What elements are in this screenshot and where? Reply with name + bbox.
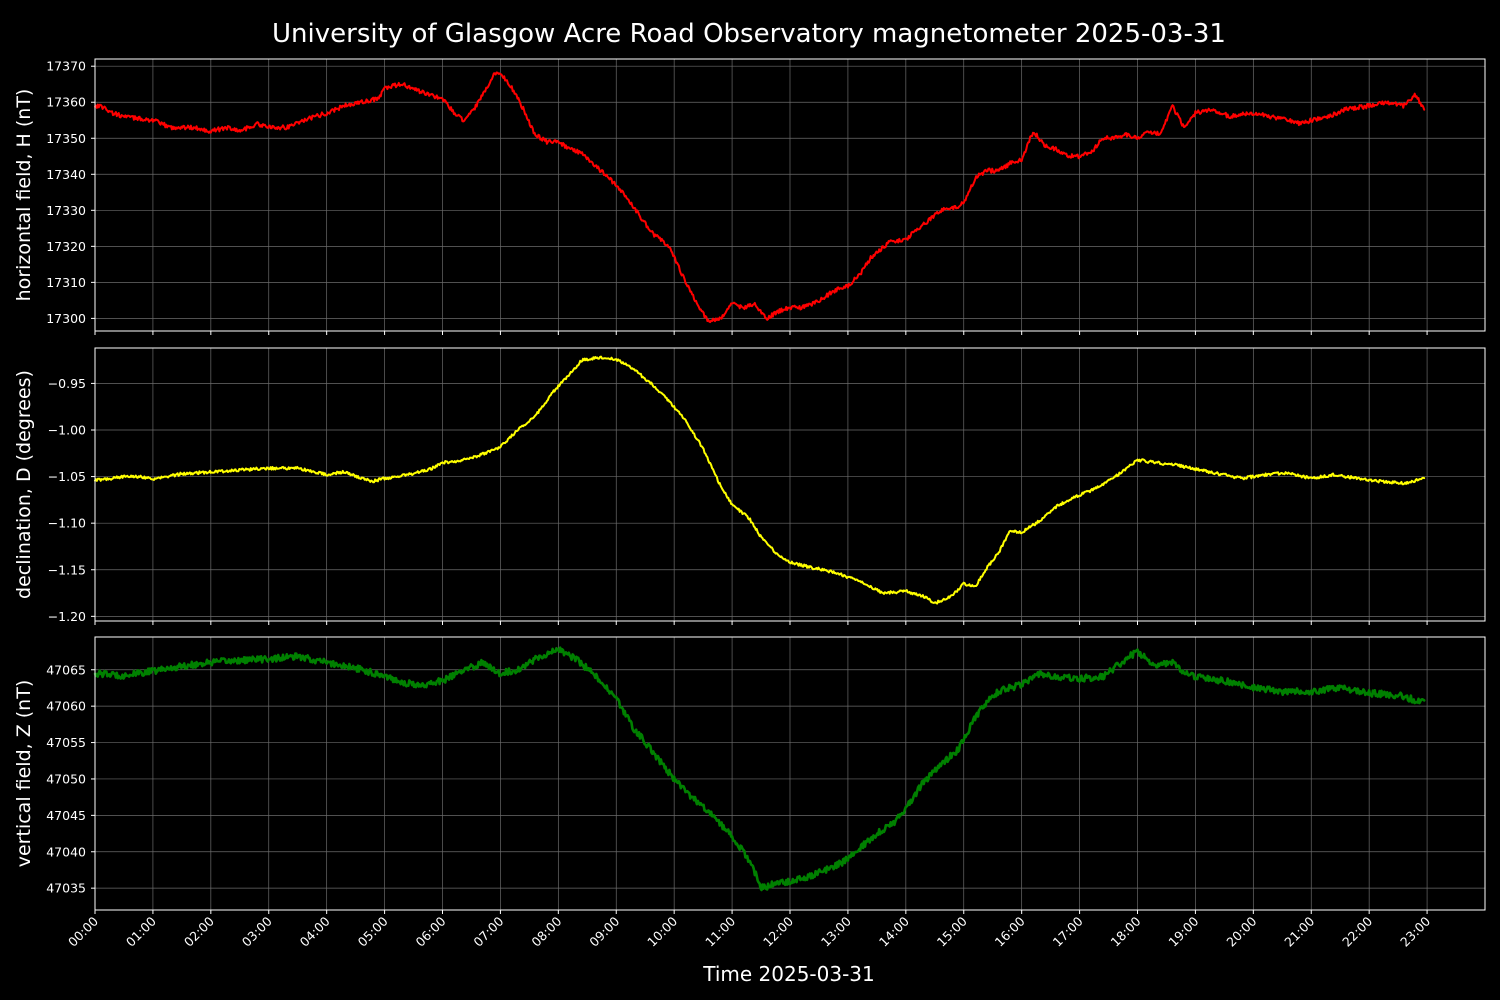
y-tick-label: −1.15: [48, 562, 86, 577]
y-tick-label: 17310: [46, 275, 86, 290]
y-tick-label: 47040: [46, 844, 86, 859]
axes-frame: [94, 347, 1486, 622]
y-axis-label-horizontal: horizontal field, H (nT): [13, 89, 35, 302]
x-tick-label: 21:00: [1281, 913, 1317, 949]
y-axis-label-vertical: vertical field, Z (nT): [13, 680, 35, 868]
axes-frame: [94, 636, 1486, 911]
y-tick-label: 17330: [46, 203, 86, 218]
x-tick-label: 10:00: [644, 913, 680, 949]
x-tick-label: 00:00: [65, 913, 101, 949]
y-tick-label: 17300: [46, 311, 86, 326]
y-tick-label: 47035: [46, 881, 86, 896]
panel-horizontal: 17300 17310 17320 17330 17340 17350 17360 17370…: [13, 58, 1486, 335]
y-tick-label: 47060: [46, 699, 86, 714]
x-tick-label: 08:00: [528, 913, 564, 949]
chart-title: University of Glasgow Acre Road Observat…: [272, 19, 1226, 49]
x-tick-label: 15:00: [934, 913, 970, 949]
y-tick-label: −1.05: [48, 469, 86, 484]
x-tick-label: 23:00: [1397, 913, 1433, 949]
y-tick-label: 47045: [46, 808, 86, 823]
y-tick-label: 47050: [46, 771, 86, 786]
y-tick-label: −0.95: [48, 376, 86, 391]
x-tick-label: 01:00: [123, 913, 159, 949]
x-tick-label: 02:00: [181, 913, 217, 949]
x-tick-label: 17:00: [1050, 913, 1086, 949]
panels-layer: 17300 17310 17320 17330 17340 17350 17360 17370…: [13, 58, 1486, 950]
y-tick-label: 47055: [46, 735, 86, 750]
x-tick-label: 05:00: [355, 913, 391, 949]
panel-declination: −1.20 −1.15 −1.10 −1.05 −1.00 −0.95 declinatio…: [13, 347, 1486, 625]
x-tick-label: 22:00: [1339, 913, 1375, 949]
series-line-declination: [94, 355, 1426, 605]
y-tick-label: −1.20: [48, 609, 86, 624]
x-tick-label: 06:00: [413, 913, 449, 949]
series-line-horizontal: [94, 71, 1426, 324]
x-tick-label: 20:00: [1223, 913, 1259, 949]
x-tick-label: 07:00: [470, 913, 506, 949]
y-tick-label: −1.10: [48, 516, 86, 531]
x-tick-label: 18:00: [1108, 913, 1144, 949]
x-tick-label: 19:00: [1165, 913, 1201, 949]
axes-frame: [94, 58, 1486, 332]
y-tick-label: 47065: [46, 662, 86, 677]
y-axis-label-declination: declination, D (degrees): [13, 370, 35, 599]
y-tick-label: 17340: [46, 167, 86, 182]
y-tick-label: 17320: [46, 239, 86, 254]
x-tick-label: 03:00: [239, 913, 275, 949]
panel-vertical: 47035 47040 47045 47050 47055 47060 47065 verti…: [13, 636, 1486, 914]
x-tick-label: 04:00: [297, 913, 333, 949]
y-tick-label: 17350: [46, 131, 86, 146]
x-axis-label: Time 2025-03-31: [702, 962, 875, 986]
y-tick-label: 17360: [46, 95, 86, 110]
x-tick-label: 12:00: [760, 913, 796, 949]
series-line-vertical: [93, 646, 1426, 892]
x-tick-label: 11:00: [702, 913, 738, 949]
x-tick-label: 13:00: [818, 913, 854, 949]
y-tick-label: −1.00: [48, 422, 86, 437]
x-tick-label: 09:00: [586, 913, 622, 949]
x-tick-label: 16:00: [992, 913, 1028, 949]
y-tick-label: 17370: [46, 59, 86, 74]
x-tick-label: 14:00: [876, 913, 912, 949]
